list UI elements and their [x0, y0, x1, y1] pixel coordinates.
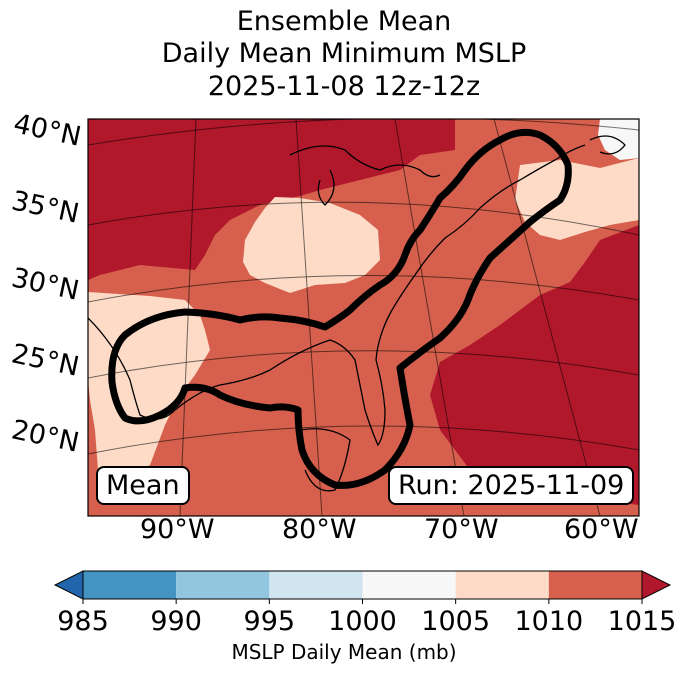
lon-tick-60w: 60°W [564, 514, 639, 545]
lon-tick-80w: 80°W [282, 514, 357, 545]
colorbar-tick-label: 990 [150, 606, 202, 637]
colorbar-tick-label: 1000 [328, 606, 397, 637]
map-panel [88, 119, 639, 516]
region-atlantic-high [430, 225, 639, 505]
map-frame [87, 118, 640, 517]
colorbar-tick-label: 1005 [421, 606, 491, 637]
colorbar-tick-label: 985 [57, 606, 109, 637]
colorbar-bin-995-1000 [269, 571, 363, 599]
colorbar-label: MSLP Daily Mean (mb) [231, 640, 457, 664]
chart-title-line-2: Daily Mean Minimum MSLP [161, 38, 527, 69]
lon-tick-90w: 90°W [140, 514, 215, 545]
region-nova-scotia [515, 158, 639, 240]
colorbar-tick-label: 995 [243, 606, 296, 637]
colorbar-over-arrow [641, 570, 672, 600]
colorbar-tick-label: 1010 [514, 606, 584, 637]
chart-title-line-1: Ensemble Mean [236, 6, 452, 37]
run-date-box: Run: 2025-11-09 [388, 466, 635, 505]
region-northwest-high [88, 119, 455, 280]
colorbar-tick-label: 1015 [607, 606, 677, 637]
colorbar-bin-990-995 [176, 571, 270, 599]
lon-tick-70w: 70°W [424, 514, 499, 545]
colorbar-bin-1005-1010 [455, 571, 549, 599]
ensemble-boundary-contour [108, 128, 572, 489]
colorbar-under-arrow [53, 570, 84, 600]
colorbar-bin-985-990 [83, 571, 177, 599]
colorbar-bin-1010-1015 [548, 571, 642, 599]
chart-title-line-3: 2025-11-08 12z-12z [207, 71, 481, 102]
colorbar [53, 570, 672, 604]
mean-label-box: Mean [96, 466, 190, 505]
graticule [88, 119, 639, 516]
colorbar-bin-1000-1005 [362, 571, 456, 599]
region-central-us [243, 197, 380, 293]
